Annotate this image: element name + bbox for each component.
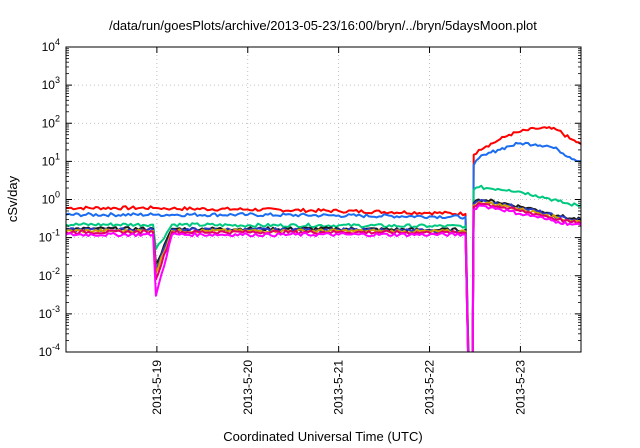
series-line-3 (66, 184, 581, 352)
y-tick-label: 104 (42, 37, 60, 54)
x-tick-label: 2013-5-20 (241, 360, 255, 415)
ticks (66, 46, 581, 353)
y-tick-label: 10-4 (39, 342, 60, 359)
y-tick-label: 100 (42, 190, 60, 207)
series-line-1 (66, 126, 581, 352)
y-tick-label: 10-3 (39, 304, 60, 321)
series-layer (66, 126, 581, 352)
x-axis-label: Coordinated Universal Time (UTC) (223, 429, 422, 444)
y-tick-labels: 10-4 10-3 10-2 10-1 100 101 102 103 104 (39, 37, 60, 359)
y-tick-label: 101 (42, 151, 60, 168)
y-tick-label: 10-2 (39, 266, 60, 283)
x-tick-label: 2013-5-19 (150, 360, 164, 415)
y-tick-label: 103 (42, 75, 60, 92)
x-tick-labels: 2013-5-19 2013-5-20 2013-5-21 2013-5-22 2013… (150, 360, 528, 415)
y-tick-label: 102 (42, 113, 60, 130)
series-line-2 (66, 141, 581, 352)
series-line-8 (66, 204, 581, 352)
grid (66, 47, 581, 352)
plot-frame (65, 46, 582, 353)
series-line-4 (66, 198, 581, 352)
series-line-7 (66, 202, 581, 352)
x-tick-label: 2013-5-21 (332, 360, 346, 415)
x-tick-label: 2013-5-23 (513, 360, 527, 415)
chart-title: /data/run/goesPlots/archive/2013-05-23/1… (109, 18, 537, 33)
y-axis-label: cSv/day (5, 175, 20, 222)
y-tick-label: 10-1 (39, 228, 60, 245)
x-tick-label: 2013-5-22 (423, 360, 437, 415)
